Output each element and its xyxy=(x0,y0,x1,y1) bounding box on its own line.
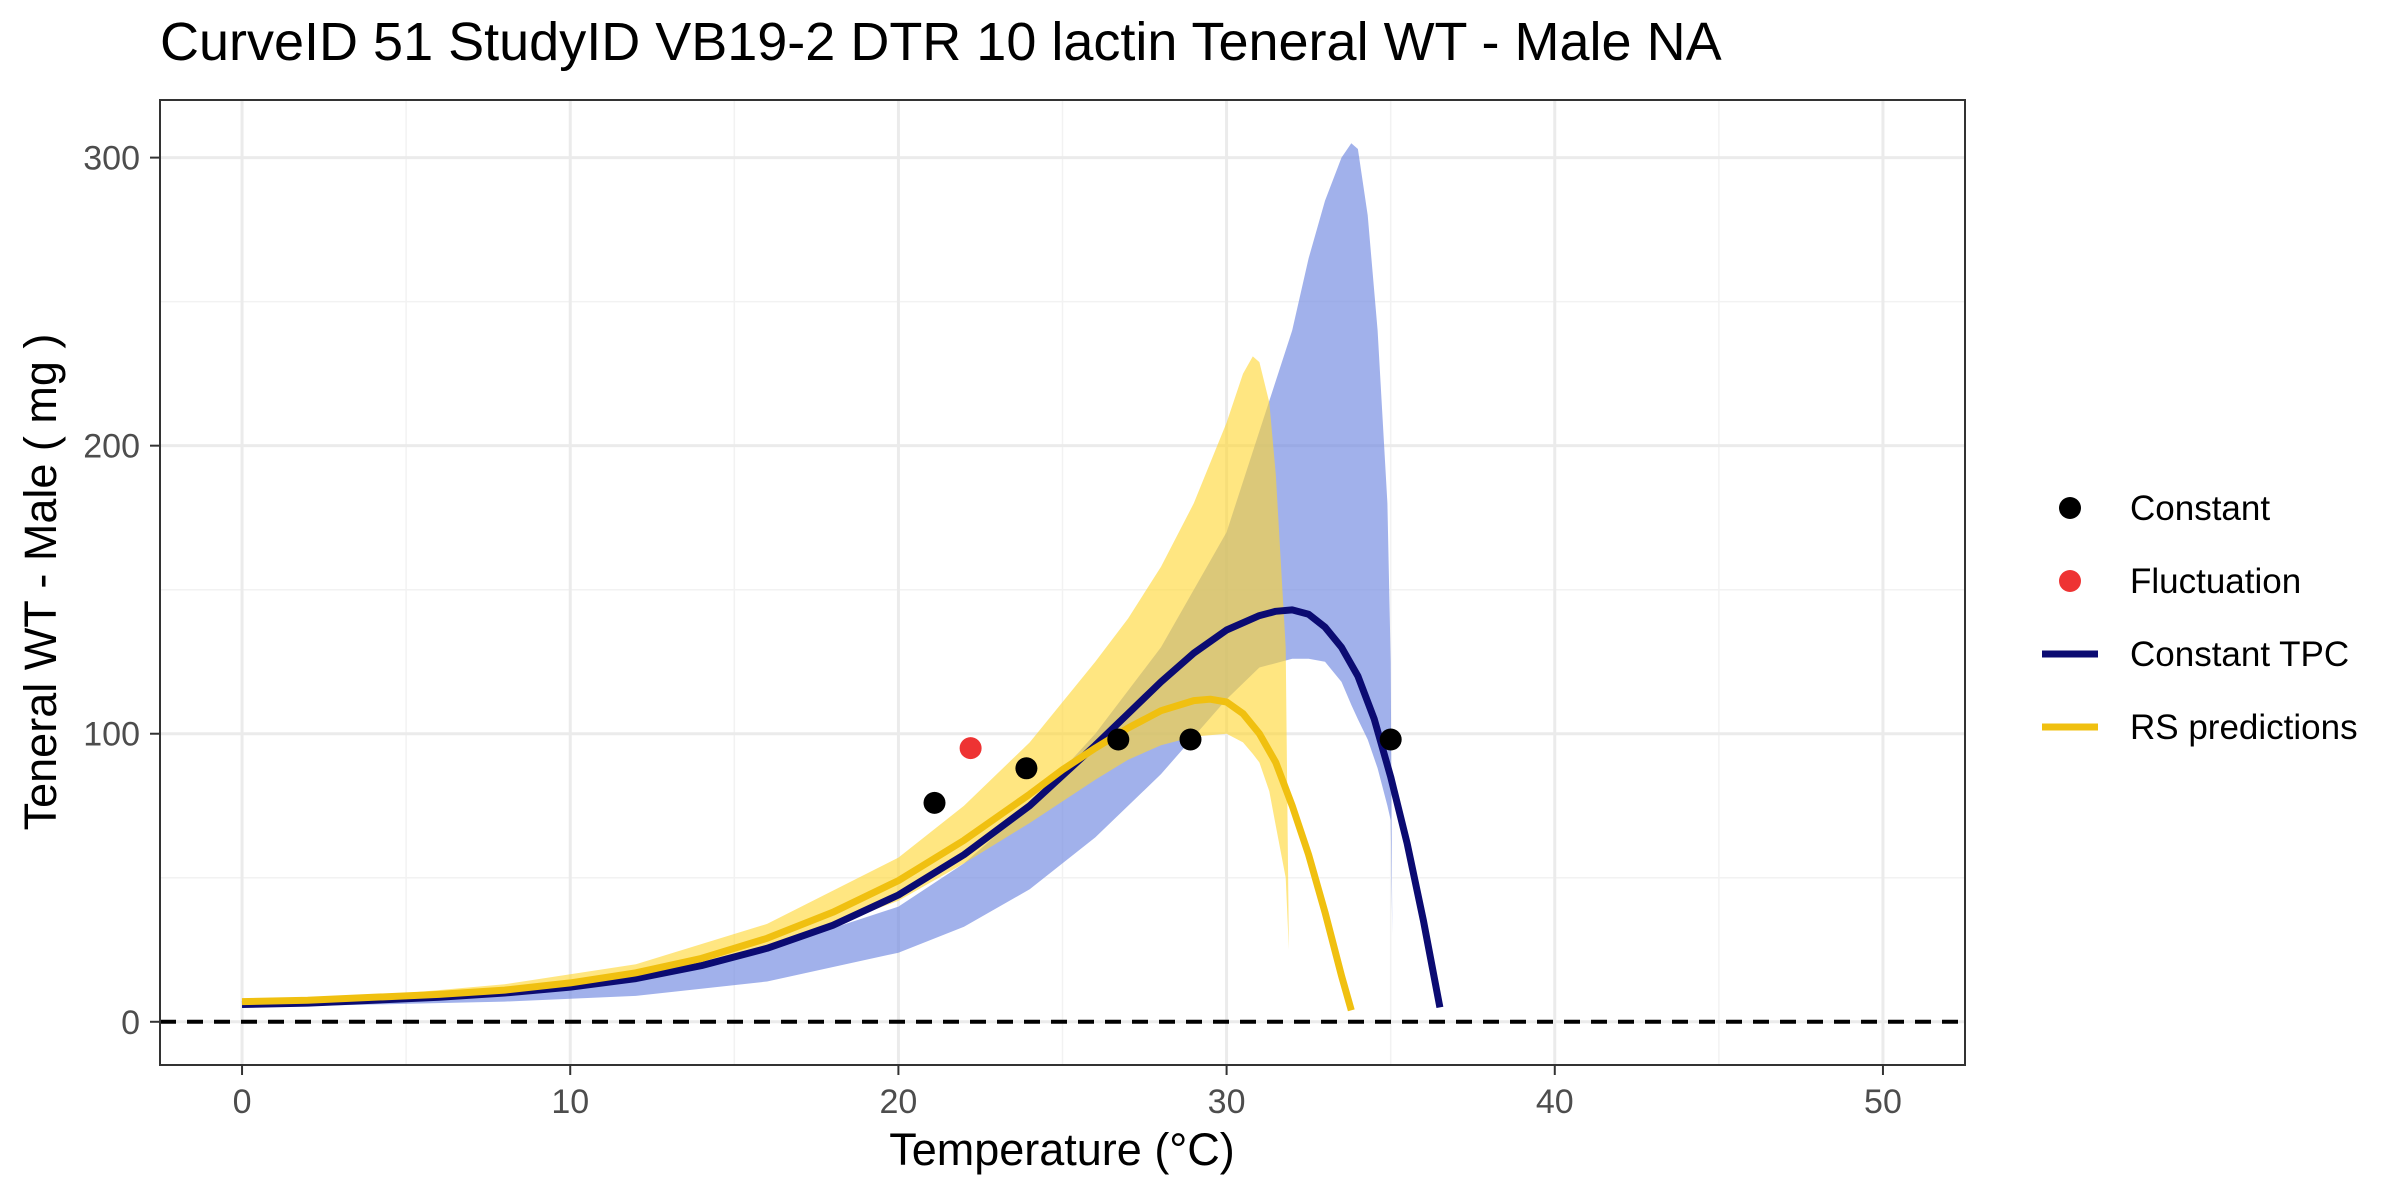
y-tick-label: 200 xyxy=(83,428,140,466)
series-line-0 xyxy=(241,606,1444,1009)
data-point-1-0 xyxy=(959,737,982,760)
confidence-band-0 xyxy=(242,143,1393,1008)
confidence-bands xyxy=(242,143,1393,1008)
y-tick-label: 0 xyxy=(121,1004,140,1042)
data-point-0-3 xyxy=(1179,728,1202,751)
data-point-0-2 xyxy=(1107,728,1130,751)
legend-label: Fluctuation xyxy=(2130,562,2301,601)
series-line-1 xyxy=(241,695,1355,1012)
legend-label: Constant TPC xyxy=(2130,635,2349,674)
legend-key-point-1 xyxy=(2059,570,2081,592)
y-tick-label: 100 xyxy=(83,716,140,754)
data-point-0-4 xyxy=(1379,728,1402,751)
data-points xyxy=(923,728,1402,814)
x-tick-label: 50 xyxy=(1864,1083,1902,1121)
x-axis: 0 10 20 30 40 50 xyxy=(233,1065,1902,1121)
x-tick-label: 0 xyxy=(233,1083,252,1121)
legend-label: RS predictions xyxy=(2130,708,2358,747)
x-tick-label: 20 xyxy=(879,1083,917,1121)
plot-border xyxy=(159,99,1966,1066)
legend-key-point-0 xyxy=(2059,497,2081,519)
y-axis: 0 100 200 300 xyxy=(83,140,160,1042)
x-axis-title: Temperature (°C) xyxy=(889,1124,1235,1175)
data-point-0-0 xyxy=(923,791,946,814)
series-lines xyxy=(241,606,1444,1012)
x-tick-label: 30 xyxy=(1208,1083,1246,1121)
data-point-0-1 xyxy=(1015,757,1038,780)
plot-area xyxy=(159,99,1966,1066)
legend-label: Constant xyxy=(2130,489,2270,528)
chart-title: CurveID 51 StudyID VB19-2 DTR 10 lactin … xyxy=(160,12,1722,72)
legend: Constant Fluctuation Constant TPC RS predic… xyxy=(2042,489,2358,747)
grid-minor xyxy=(160,100,1965,1065)
x-tick-label: 10 xyxy=(551,1083,589,1121)
y-tick-label: 300 xyxy=(83,140,140,178)
y-axis-title: Teneral WT - Male ( mg ) xyxy=(15,334,66,831)
x-tick-label: 40 xyxy=(1536,1083,1574,1121)
